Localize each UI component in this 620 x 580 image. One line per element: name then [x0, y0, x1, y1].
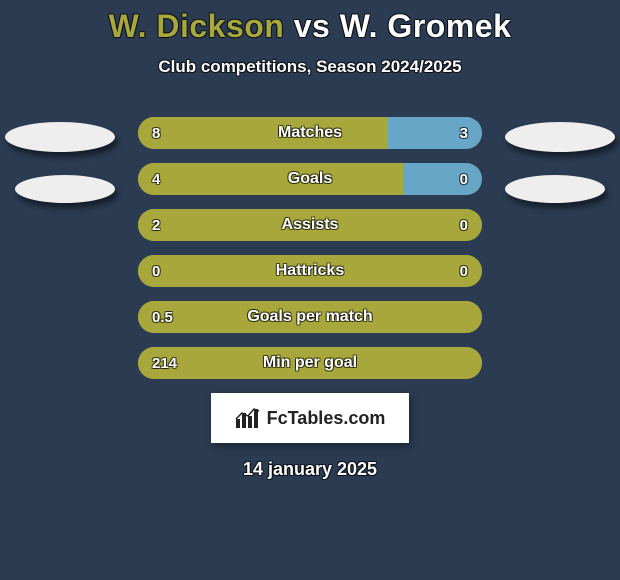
- avatar-placeholder-icon: [5, 122, 115, 152]
- logo-badge: FcTables.com: [211, 393, 409, 443]
- comparison-bars: Matches83Goals40Assists20Hattricks00Goal…: [138, 117, 482, 379]
- stat-row: Assists2 0: [138, 209, 482, 241]
- subtitle: Club competitions, Season 2024/2025: [0, 57, 620, 77]
- stat-value-left: 214: [152, 347, 177, 379]
- stat-value-left: 8: [152, 117, 160, 149]
- stat-row: Goals4 0: [138, 163, 482, 195]
- avatar-placeholder-icon: [15, 175, 115, 203]
- comparison-card: W. Dickson vs W. Gromek Club competition…: [0, 0, 620, 580]
- stat-value-right: 3: [460, 117, 468, 149]
- stat-label: Goals: [138, 163, 482, 195]
- stat-label: Min per goal: [138, 347, 482, 379]
- stat-row: Goals per match0.5: [138, 301, 482, 333]
- logo-text: FcTables.com: [267, 408, 386, 429]
- title-right: W. Gromek: [340, 8, 512, 44]
- page-title: W. Dickson vs W. Gromek: [0, 8, 620, 45]
- avatar-placeholder-icon: [505, 175, 605, 203]
- stat-value-left: 0: [152, 255, 160, 287]
- stat-label: Hattricks: [138, 255, 482, 287]
- stat-value-left: 2: [152, 209, 160, 241]
- stat-value-right: 0: [460, 163, 468, 195]
- bars-chart-icon: [235, 407, 261, 429]
- avatar-placeholder-icon: [505, 122, 615, 152]
- stat-row: Matches8 3: [138, 117, 482, 149]
- stat-value-right: 0: [460, 255, 468, 287]
- title-vs: vs: [294, 8, 331, 44]
- date-label: 14 january 2025: [0, 459, 620, 480]
- stat-label: Matches: [138, 117, 482, 149]
- stat-row: Hattricks0 0: [138, 255, 482, 287]
- stat-value-left: 4: [152, 163, 160, 195]
- title-left: W. Dickson: [109, 8, 285, 44]
- stat-label: Goals per match: [138, 301, 482, 333]
- stat-row: Min per goal214: [138, 347, 482, 379]
- stat-label: Assists: [138, 209, 482, 241]
- stat-value-right: 0: [460, 209, 468, 241]
- card-inner: W. Dickson vs W. Gromek Club competition…: [0, 0, 620, 580]
- stat-value-left: 0.5: [152, 301, 173, 333]
